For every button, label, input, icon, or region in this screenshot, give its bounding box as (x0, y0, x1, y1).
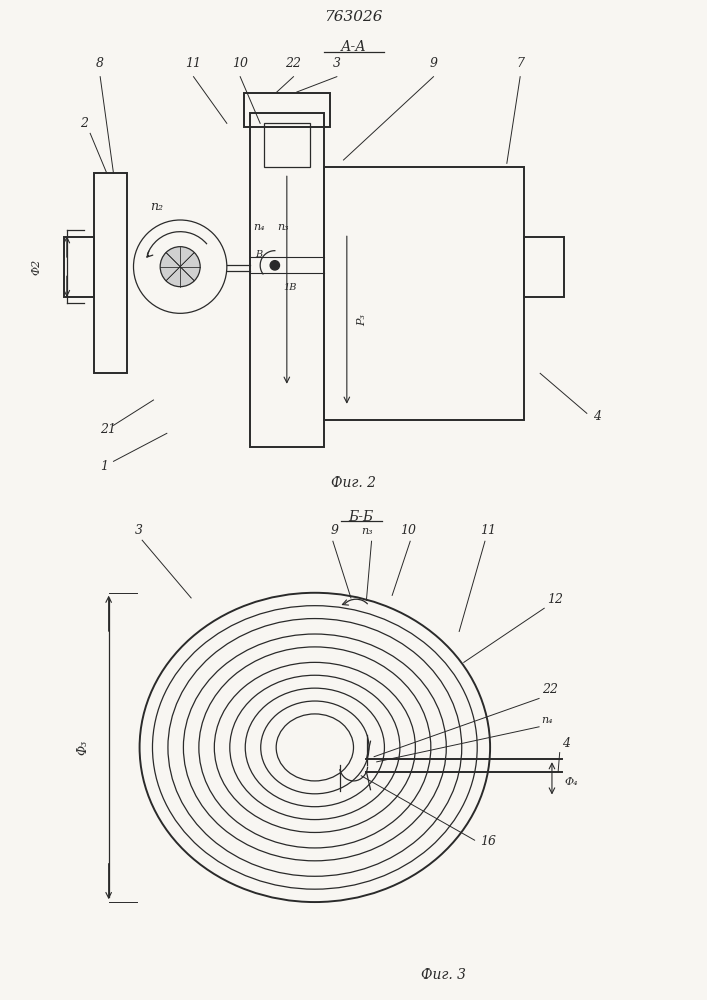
Bar (264, 123, 310, 167)
Text: 8: 8 (96, 57, 104, 70)
Bar (243, 93, 330, 127)
Circle shape (270, 261, 279, 270)
Text: 9: 9 (429, 57, 438, 70)
Text: P₃: P₃ (357, 314, 367, 326)
Text: Фиг. 2: Фиг. 2 (331, 476, 376, 490)
Text: 4: 4 (562, 737, 571, 750)
Text: 11: 11 (185, 57, 201, 70)
Text: Φ2: Φ2 (32, 259, 42, 275)
Text: Φ₄: Φ₄ (565, 777, 578, 787)
Text: 3: 3 (333, 57, 341, 70)
Text: 10: 10 (232, 57, 248, 70)
Text: n₂: n₂ (150, 200, 163, 213)
Text: Фиг. 3: Фиг. 3 (421, 968, 466, 982)
Text: 1B: 1B (284, 283, 297, 292)
Text: 3: 3 (134, 524, 142, 537)
Text: B: B (255, 250, 262, 259)
Text: Φ₃: Φ₃ (76, 740, 89, 755)
Text: 1: 1 (100, 460, 108, 473)
Text: n₄: n₄ (542, 715, 554, 725)
Text: Б-Б: Б-Б (349, 510, 374, 524)
Text: 763026: 763026 (325, 10, 382, 24)
Text: 7: 7 (516, 57, 524, 70)
Text: 11: 11 (480, 524, 496, 537)
Circle shape (160, 247, 200, 287)
Bar (250, 113, 324, 447)
Bar (64, 237, 93, 297)
Text: 21: 21 (100, 423, 116, 436)
Bar (324, 167, 523, 420)
Text: 22: 22 (286, 57, 301, 70)
Text: 16: 16 (480, 835, 496, 848)
Text: 10: 10 (400, 524, 416, 537)
Text: n₄: n₄ (254, 222, 265, 232)
Text: 2: 2 (80, 117, 88, 130)
Text: 4: 4 (593, 410, 602, 423)
Text: 22: 22 (542, 683, 558, 696)
Text: n₃: n₃ (277, 222, 288, 232)
Text: n₃: n₃ (361, 526, 373, 536)
Text: 9: 9 (330, 524, 339, 537)
Bar (93, 173, 127, 373)
Text: 12: 12 (547, 593, 563, 606)
Bar (523, 237, 563, 297)
Text: А-А: А-А (341, 40, 366, 54)
